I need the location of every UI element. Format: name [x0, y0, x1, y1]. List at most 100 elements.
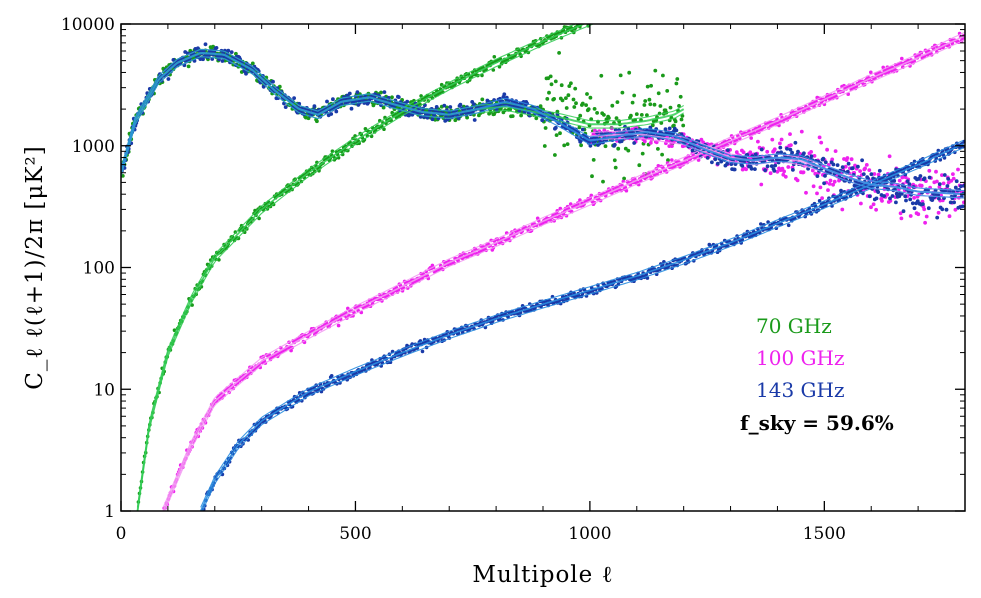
signal-point-143-ghz [214, 46, 219, 50]
signal-point-143-ghz [396, 95, 401, 99]
x-tick-label: 1500 [803, 524, 846, 544]
signal-point-143-ghz [860, 158, 864, 163]
signal-point-100-ghz [935, 179, 939, 184]
signal-point-70-ghz [668, 105, 673, 110]
signal-point-143-ghz [329, 112, 334, 116]
signal-point-100-ghz [809, 150, 813, 154]
legend: 70 GHz 100 GHz 143 GHz [756, 314, 845, 402]
signal-point-70-ghz [616, 146, 621, 151]
signal-point-143-ghz [201, 57, 205, 62]
signal-point-143-ghz [910, 201, 915, 206]
signal-point-100-ghz [869, 205, 873, 210]
noise-point-70-ghz [492, 55, 497, 59]
signal-point-143-ghz [867, 194, 872, 199]
signal-point-143-ghz [907, 182, 912, 187]
signal-point-143-ghz [430, 117, 435, 122]
noise-fit-100-ghz [162, 31, 965, 508]
signal-point-70-ghz [545, 97, 550, 101]
signal-point-100-ghz [788, 132, 792, 137]
signal-point-143-ghz [846, 161, 851, 166]
signal-point-70-ghz [480, 97, 485, 102]
signal-point-70-ghz [672, 123, 676, 128]
noise-point-100-ghz [869, 70, 873, 75]
signal-point-100-ghz [828, 178, 833, 183]
signal-point-143-ghz [908, 197, 913, 202]
signal-point-70-ghz [554, 133, 559, 138]
signal-point-70-ghz [592, 107, 597, 111]
signal-point-100-ghz [940, 173, 944, 178]
noise-point-100-ghz [220, 396, 224, 400]
signal-point-70-ghz [586, 107, 591, 111]
signal-point-100-ghz [741, 150, 746, 155]
signal-point-143-ghz [283, 105, 288, 109]
signal-point-100-ghz [858, 169, 862, 174]
signal-point-100-ghz [818, 185, 823, 190]
signal-point-100-ghz [898, 211, 903, 216]
signal-point-143-ghz [959, 184, 963, 189]
signal-point-143-ghz [382, 90, 387, 94]
signal-point-143-ghz [632, 141, 637, 145]
signal-point-100-ghz [756, 139, 760, 144]
signal-point-143-ghz [942, 173, 947, 177]
signal-point-70-ghz [574, 101, 578, 106]
signal-point-70-ghz [680, 114, 685, 118]
signal-point-143-ghz [229, 50, 234, 54]
signal-point-100-ghz [748, 150, 753, 155]
signal-point-143-ghz [823, 160, 828, 165]
signal-point-100-ghz [734, 150, 739, 155]
noise-fit-143-ghz [200, 139, 964, 508]
signal-point-143-ghz [765, 164, 770, 169]
signal-point-143-ghz [203, 42, 208, 47]
signal-point-100-ghz [770, 137, 775, 142]
signal-point-143-ghz [936, 193, 940, 197]
signal-point-100-ghz [899, 216, 904, 221]
signal-point-100-ghz [812, 154, 817, 158]
signal-point-143-ghz [945, 184, 950, 188]
signal-point-70-ghz [379, 90, 383, 95]
signal-point-143-ghz [940, 207, 945, 212]
signal-point-143-ghz [840, 165, 845, 170]
signal-point-143-ghz [916, 176, 921, 181]
signal-point-100-ghz [871, 202, 876, 207]
noise-point-100-ghz [749, 136, 753, 140]
signal-point-143-ghz [674, 128, 679, 133]
signal-point-143-ghz [954, 179, 959, 184]
signal-point-70-ghz [519, 113, 523, 118]
signal-point-143-ghz [845, 169, 850, 174]
signal-point-143-ghz [325, 99, 329, 104]
signal-point-143-ghz [753, 152, 758, 157]
signal-point-100-ghz [815, 191, 819, 196]
signal-point-143-ghz [347, 91, 352, 96]
signal-point-100-ghz [951, 172, 955, 177]
signal-point-100-ghz [922, 207, 927, 212]
signal-point-70-ghz [613, 165, 618, 170]
signal-point-143-ghz [705, 156, 710, 160]
signal-point-100-ghz [903, 175, 908, 180]
noise-fit-70-ghz [136, 24, 577, 508]
signal-point-143-ghz [763, 168, 767, 173]
signal-point-143-ghz [553, 125, 558, 130]
signal-point-100-ghz [820, 196, 824, 201]
signal-point-143-ghz [261, 84, 266, 89]
signal-point-70-ghz [584, 103, 588, 107]
signal-point-143-ghz [349, 106, 354, 111]
signal-point-70-ghz [589, 117, 594, 121]
signal-point-70-ghz [642, 103, 647, 107]
signal-point-100-ghz [759, 182, 764, 187]
signal-point-70-ghz [564, 106, 569, 110]
signal-point-100-ghz [795, 178, 800, 183]
signal-point-100-ghz [859, 201, 863, 206]
signal-point-70-ghz [673, 119, 678, 124]
noise-point-100-ghz [670, 158, 674, 162]
fit-curves [121, 24, 965, 511]
signal-point-143-ghz [937, 182, 942, 187]
signal-point-100-ghz [768, 171, 773, 176]
signal-point-70-ghz [627, 70, 632, 75]
signal-fit-143-ghz [121, 48, 965, 192]
signal-point-100-ghz [832, 179, 837, 184]
signal-point-70-ghz [615, 100, 620, 104]
signal-point-70-ghz [603, 144, 608, 149]
signal-point-143-ghz [690, 148, 695, 153]
signal-point-70-ghz [678, 94, 683, 99]
signal-point-143-ghz [874, 196, 879, 201]
